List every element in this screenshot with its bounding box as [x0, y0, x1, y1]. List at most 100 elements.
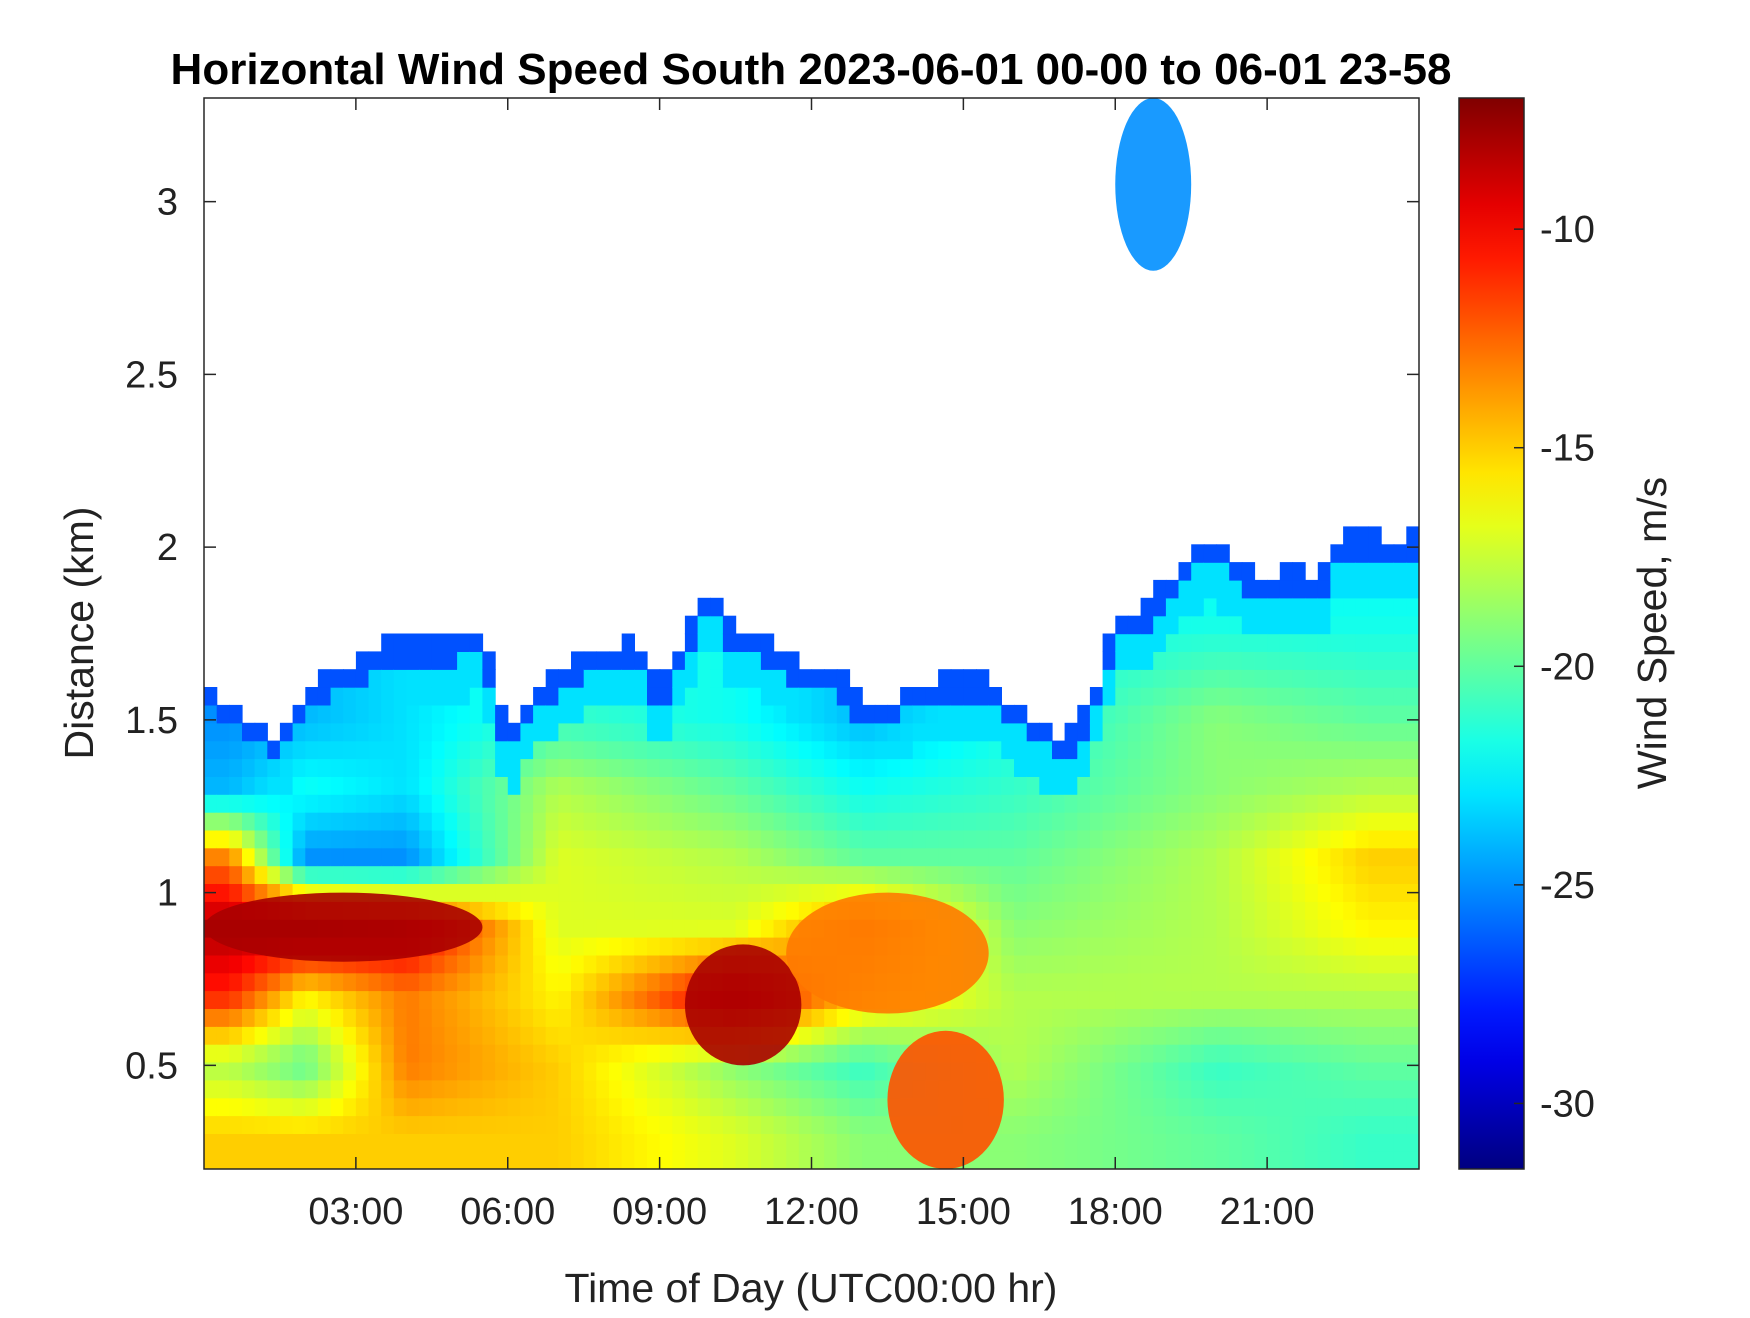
heatmap-cell: [1254, 794, 1268, 813]
y-axis: 0.511.522.53: [125, 182, 1419, 1087]
heatmap-cell: [824, 1044, 838, 1063]
heatmap-cell: [305, 794, 319, 813]
heatmap-cell: [355, 1061, 370, 1081]
heatmap-cell: [735, 901, 749, 920]
heatmap-cell: [216, 1061, 230, 1081]
heatmap-cell: [912, 740, 927, 760]
heatmap-cell: [457, 1061, 471, 1081]
heatmap-cell: [798, 990, 813, 1009]
heatmap-cell: [431, 812, 446, 831]
x-tick-label: 21:00: [1220, 1191, 1315, 1233]
heatmap-cell: [204, 972, 218, 992]
heatmap-cell: [1203, 687, 1218, 706]
heatmap-cell: [381, 687, 395, 706]
heatmap-cell: [406, 1079, 420, 1099]
heatmap-cell: [355, 704, 370, 724]
heatmap-cell: [1279, 937, 1294, 956]
heatmap-cell: [571, 794, 585, 813]
heatmap-cell: [1102, 919, 1116, 938]
heatmap-cell: [533, 1008, 547, 1027]
heatmap-cell: [684, 758, 699, 777]
heatmap-cell: [355, 1008, 370, 1027]
heatmap-cell: [317, 865, 332, 884]
heatmap-cell: [1330, 847, 1344, 867]
heatmap-cell: [1267, 847, 1281, 867]
heatmap-cell: [1368, 1026, 1382, 1045]
heatmap-cell: [520, 776, 534, 795]
heatmap-cell: [1064, 919, 1078, 938]
heatmap-cell: [710, 687, 724, 706]
heatmap-cell: [684, 1115, 699, 1134]
heatmap-cell: [1355, 740, 1369, 760]
heatmap-cell: [1229, 1097, 1243, 1117]
heatmap-cell: [1064, 1026, 1078, 1045]
heatmap-cell: [355, 1151, 370, 1169]
heatmap-cell: [1241, 937, 1256, 956]
heatmap-cell: [900, 740, 914, 760]
heatmap-cell: [912, 776, 927, 795]
heatmap-cell: [381, 651, 395, 670]
heatmap-cell: [786, 812, 800, 831]
heatmap-cell: [672, 812, 686, 831]
heatmap-cell: [1393, 704, 1407, 724]
heatmap-cell: [1368, 1044, 1382, 1063]
heatmap-cell: [1165, 758, 1180, 777]
heatmap-cell: [697, 1079, 711, 1099]
heatmap-cell: [406, 1061, 420, 1081]
heatmap-cell: [1343, 704, 1357, 724]
heatmap-cell: [583, 704, 597, 724]
heatmap-cell: [431, 704, 446, 724]
heatmap-cell: [773, 687, 787, 706]
heatmap-cell: [1102, 1061, 1116, 1081]
heatmap-cell: [1153, 1026, 1167, 1045]
heatmap-cell: [609, 847, 623, 867]
heatmap-cell: [773, 1061, 787, 1081]
heatmap-cell: [596, 794, 610, 813]
heatmap-cell: [1406, 633, 1419, 652]
heatmap-cell: [1292, 740, 1306, 760]
heatmap-cell: [520, 883, 534, 902]
heatmap-cell: [938, 847, 952, 867]
heatmap-cell: [469, 633, 484, 652]
heatmap-cell: [1102, 901, 1116, 920]
heatmap-cell: [659, 1097, 673, 1117]
heatmap-cell: [988, 901, 1002, 920]
heatmap-cell: [1343, 1097, 1357, 1117]
heatmap-cell: [1203, 615, 1218, 635]
heatmap-cell: [1406, 1079, 1419, 1099]
heatmap-cell: [722, 901, 737, 920]
heatmap-cell: [1014, 829, 1028, 849]
heatmap-cell: [381, 829, 395, 849]
heatmap-cell: [1406, 1097, 1419, 1117]
heatmap-cell: [1229, 579, 1243, 599]
heatmap-cell: [609, 704, 623, 724]
heatmap-cell: [292, 1079, 306, 1099]
heatmap-cell: [1203, 883, 1218, 902]
heatmap-cell: [1165, 687, 1180, 706]
heatmap-cell: [609, 1097, 623, 1117]
heatmap-cell: [1089, 1133, 1104, 1152]
heatmap-cell: [520, 740, 534, 760]
heatmap-cell: [836, 758, 851, 777]
heatmap-cell: [1127, 829, 1142, 849]
heatmap-cell: [1241, 776, 1256, 795]
heatmap-cell: [1241, 954, 1256, 974]
heatmap-cell: [596, 901, 610, 920]
colorbar-tick-label: -20: [1540, 646, 1595, 688]
heatmap-cell: [419, 1061, 433, 1081]
heatmap-cell: [672, 1079, 686, 1099]
heatmap-cell: [1330, 937, 1344, 956]
heatmap-cell: [1077, 1044, 1091, 1063]
heatmap-cell: [1115, 847, 1129, 867]
heatmap-cell: [558, 1151, 572, 1169]
heatmap-cell: [1203, 1151, 1218, 1169]
heatmap-cell: [862, 1133, 876, 1152]
heatmap-cell: [849, 1044, 863, 1063]
heatmap-cell: [621, 794, 635, 813]
heatmap-cell: [558, 812, 572, 831]
heatmap-cell: [1153, 847, 1167, 867]
heatmap-cell: [317, 1026, 332, 1045]
heatmap-cell: [1064, 1115, 1078, 1134]
heatmap-cell: [1292, 704, 1306, 724]
heatmap-cell: [457, 776, 471, 795]
